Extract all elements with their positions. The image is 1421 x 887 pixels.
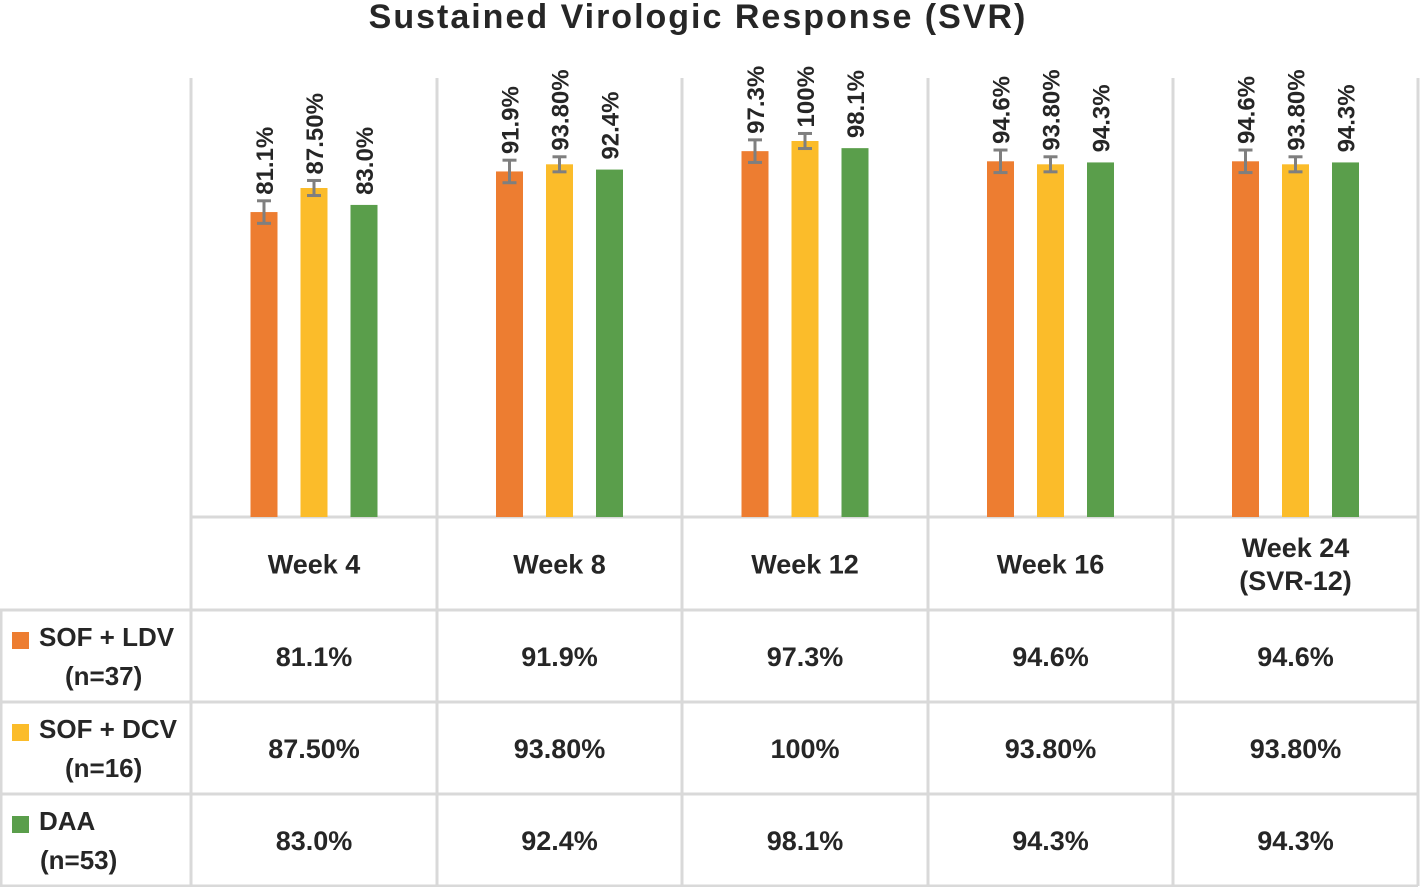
data-label: 94.6%	[989, 76, 1016, 144]
error-bar	[1238, 148, 1253, 175]
legend-label: (n=37)	[65, 661, 142, 691]
bar	[741, 151, 769, 518]
data-table-grid	[0, 78, 1420, 887]
table-cell-value: 91.9%	[521, 642, 598, 672]
error-bar	[552, 155, 567, 174]
legend-label: SOF + DCV	[39, 714, 178, 744]
bar	[1232, 161, 1259, 517]
bar	[300, 188, 328, 517]
legend-key	[12, 632, 29, 649]
table-cell-value: 100%	[770, 734, 839, 764]
data-label: 81.1%	[252, 127, 279, 195]
table-cell-value: 98.1%	[767, 826, 844, 856]
category-label: Week 16	[997, 550, 1105, 580]
legend-label: DAA	[39, 806, 96, 836]
bar	[1332, 162, 1359, 517]
bar	[1087, 162, 1114, 517]
data-label: 87.50%	[302, 93, 329, 174]
error-bar	[798, 131, 812, 151]
legend-label: (n=53)	[40, 845, 117, 875]
error-bar	[502, 158, 517, 185]
data-label: 94.3%	[1089, 84, 1116, 152]
table-cell-value: 94.3%	[1257, 826, 1334, 856]
category-label: Week 12	[751, 550, 859, 580]
table-cell-value: 94.6%	[1012, 642, 1089, 672]
bar	[987, 161, 1014, 517]
data-label: 93.80%	[548, 69, 575, 150]
bar	[596, 169, 623, 518]
error-bar	[307, 178, 321, 198]
error-bar	[993, 148, 1008, 175]
data-label: 92.4%	[598, 92, 625, 160]
table-cell-value: 94.3%	[1012, 826, 1089, 856]
data-label: 100%	[793, 66, 820, 127]
error-bar	[1043, 155, 1058, 174]
table-cell-value: 92.4%	[521, 826, 598, 856]
table-cell-value: 94.6%	[1257, 642, 1334, 672]
data-label: 93.80%	[1039, 69, 1066, 150]
legend-key	[12, 816, 29, 833]
category-label: Week 24	[1242, 533, 1350, 563]
bar	[496, 171, 523, 517]
bar-area: 81.1% 87.50% 83.0% 91.9% 93.80% 92.4% 97.3% 100…	[250, 66, 1361, 518]
data-label: 98.1%	[843, 70, 870, 138]
table-cell-value: 93.80%	[1005, 734, 1097, 764]
bar	[841, 148, 869, 518]
data-label: 83.0%	[352, 127, 379, 195]
category-label: Week 8	[513, 550, 606, 580]
category-label: (SVR-12)	[1239, 566, 1352, 596]
bar	[350, 204, 378, 518]
table-cell-value: 93.80%	[514, 734, 606, 764]
bar	[1282, 164, 1309, 517]
legend-key	[12, 724, 29, 741]
data-label: 94.6%	[1234, 76, 1261, 144]
error-bar	[1288, 155, 1303, 174]
table-cell-value: 83.0%	[276, 826, 353, 856]
table-cell-value: 97.3%	[767, 642, 844, 672]
data-label: 94.3%	[1334, 84, 1361, 152]
error-bar	[257, 199, 271, 225]
category-label: Week 4	[268, 550, 361, 580]
data-label: 97.3%	[743, 66, 770, 134]
bar	[1037, 164, 1064, 517]
table-cell-value: 87.50%	[268, 734, 360, 764]
legend-label: SOF + LDV	[39, 622, 175, 652]
bar	[791, 141, 819, 517]
data-label: 93.80%	[1284, 69, 1311, 150]
legend-label: (n=16)	[65, 753, 142, 783]
bar	[250, 212, 278, 517]
data-label: 91.9%	[498, 86, 525, 154]
table-cell-value: 93.80%	[1250, 734, 1342, 764]
data-table: Week 4 Week 8 Week 12 Week 16 Week 24(SVR-12…	[12, 533, 1352, 875]
bar	[546, 164, 573, 517]
chart-title: Sustained Virologic Response (SVR)	[369, 0, 1028, 36]
error-bar	[748, 138, 762, 164]
table-cell-value: 81.1%	[276, 642, 353, 672]
